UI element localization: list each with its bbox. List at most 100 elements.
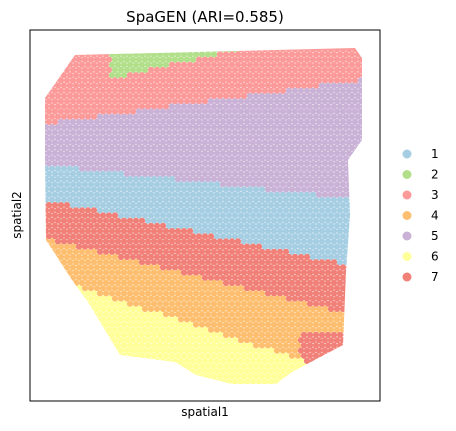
spot-cluster-4	[309, 316, 317, 323]
spot-cluster-3	[120, 103, 128, 110]
spot-cluster-3	[111, 98, 119, 105]
spot-cluster-4	[156, 290, 164, 297]
spot-cluster-6	[168, 331, 176, 339]
spot-cluster-5	[339, 160, 347, 167]
spot-cluster-2	[108, 72, 116, 79]
spot-cluster-7	[294, 290, 302, 297]
spot-cluster-5	[156, 134, 164, 141]
spot-cluster-5	[261, 139, 269, 146]
spot-cluster-6	[141, 316, 149, 323]
spot-cluster-3	[264, 72, 272, 79]
spot-cluster-7	[63, 233, 71, 240]
spot-cluster-5	[231, 160, 239, 167]
spot-cluster-5	[165, 139, 173, 146]
spot-cluster-7	[96, 228, 104, 235]
spot-cluster-5	[126, 113, 134, 120]
spot-cluster-5	[114, 113, 122, 120]
spot-cluster-1	[78, 186, 86, 193]
spot-cluster-3	[63, 108, 71, 115]
spot-cluster-7	[252, 259, 260, 266]
spot-cluster-5	[213, 118, 221, 125]
spot-cluster-6	[204, 331, 212, 339]
legend-label-1: 1	[431, 147, 439, 161]
spot-cluster-4	[246, 300, 254, 307]
spot-cluster-1	[198, 186, 206, 193]
spot-cluster-5	[210, 155, 218, 162]
spot-cluster-5	[177, 150, 185, 157]
spot-cluster-1	[321, 222, 329, 229]
spot-cluster-3	[132, 82, 140, 89]
spot-cluster-7	[60, 217, 68, 224]
spot-cluster-4	[81, 274, 89, 281]
spot-cluster-5	[87, 160, 95, 167]
spot-cluster-5	[297, 108, 305, 115]
spot-cluster-5	[108, 165, 116, 172]
spot-cluster-2	[129, 66, 137, 74]
spot-cluster-1	[294, 196, 302, 203]
spot-cluster-3	[132, 72, 140, 79]
spot-cluster-1	[219, 222, 227, 229]
spot-cluster-4	[279, 295, 287, 302]
spot-cluster-7	[147, 233, 155, 240]
spot-cluster-4	[210, 300, 218, 307]
spot-cluster-1	[117, 191, 125, 198]
spot-cluster-5	[129, 150, 137, 157]
spot-cluster-7	[213, 274, 221, 281]
spot-cluster-7	[162, 238, 170, 245]
spot-cluster-6	[210, 342, 218, 349]
spot-cluster-5	[300, 124, 308, 131]
spot-cluster-6	[192, 363, 200, 370]
spot-cluster-7	[138, 259, 146, 266]
spot-cluster-4	[126, 279, 134, 287]
spot-cluster-5	[243, 170, 251, 177]
spot-cluster-5	[108, 144, 116, 151]
spot-cluster-6	[165, 316, 173, 323]
spot-cluster-5	[96, 144, 104, 151]
spot-cluster-6	[228, 352, 236, 359]
spot-cluster-5	[303, 139, 311, 146]
spot-cluster-5	[201, 129, 209, 136]
spot-cluster-5	[78, 124, 86, 131]
spot-cluster-7	[255, 243, 263, 250]
spot-cluster-7	[204, 238, 212, 245]
spot-cluster-7	[57, 222, 65, 229]
spot-cluster-6	[126, 342, 134, 349]
spot-cluster-2	[162, 61, 170, 68]
spot-cluster-6	[123, 316, 131, 323]
spot-cluster-7	[51, 212, 59, 219]
spot-cluster-1	[129, 181, 137, 188]
spot-cluster-5	[114, 155, 122, 162]
spot-cluster-1	[249, 191, 257, 198]
spot-cluster-7	[171, 233, 179, 240]
spot-cluster-4	[282, 331, 290, 339]
spot-cluster-6	[159, 326, 167, 333]
spot-cluster-5	[327, 129, 335, 136]
spot-cluster-1	[294, 207, 302, 214]
spot-cluster-5	[267, 139, 275, 146]
spot-cluster-5	[249, 150, 257, 157]
spot-cluster-7	[210, 269, 218, 276]
spot-cluster-4	[111, 264, 119, 271]
spot-cluster-6	[264, 363, 272, 370]
spot-cluster-6	[261, 347, 269, 354]
spot-cluster-7	[240, 259, 248, 266]
spot-cluster-1	[318, 217, 326, 224]
spot-cluster-5	[273, 129, 281, 136]
spot-cluster-7	[123, 233, 131, 240]
spot-cluster-6	[162, 321, 170, 328]
spot-cluster-4	[189, 285, 197, 292]
spot-cluster-5	[228, 155, 236, 162]
spot-cluster-7	[129, 222, 137, 229]
spot-cluster-5	[165, 150, 173, 157]
spot-cluster-1	[114, 196, 122, 203]
spot-cluster-3	[273, 56, 281, 63]
spot-cluster-2	[126, 61, 134, 68]
spot-cluster-3	[237, 56, 245, 63]
spot-cluster-5	[273, 170, 281, 177]
spot-cluster-4	[315, 326, 323, 333]
spot-cluster-7	[93, 243, 101, 250]
spot-cluster-7	[246, 279, 254, 287]
spot-cluster-1	[267, 212, 275, 219]
spot-cluster-3	[318, 72, 326, 79]
spot-cluster-5	[267, 181, 275, 188]
